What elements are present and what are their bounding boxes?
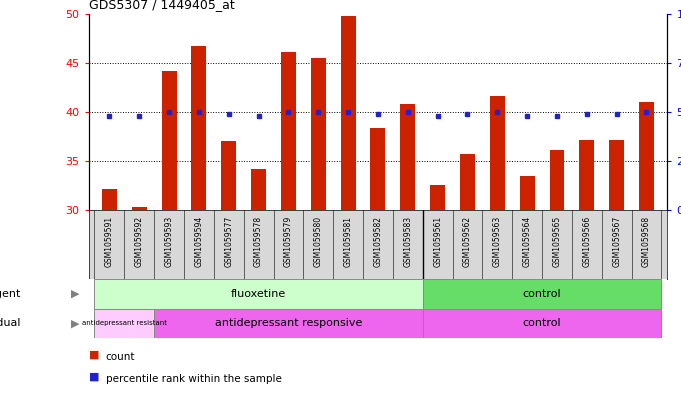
- Text: GSM1059567: GSM1059567: [612, 216, 621, 267]
- Bar: [609, 140, 624, 210]
- Bar: [154, 309, 423, 338]
- Text: percentile rank within the sample: percentile rank within the sample: [106, 374, 281, 384]
- Bar: [400, 104, 415, 210]
- Text: GSM1059592: GSM1059592: [135, 216, 144, 267]
- Bar: [102, 189, 117, 210]
- Text: ■: ■: [89, 349, 99, 359]
- Text: control: control: [523, 318, 561, 328]
- Text: GSM1059562: GSM1059562: [463, 216, 472, 267]
- Bar: [221, 141, 236, 210]
- Text: GSM1059581: GSM1059581: [344, 216, 353, 267]
- Text: GSM1059577: GSM1059577: [224, 216, 234, 267]
- Bar: [132, 207, 146, 210]
- Text: GSM1059582: GSM1059582: [373, 216, 383, 267]
- Text: GSM1059564: GSM1059564: [522, 216, 532, 267]
- Text: GDS5307 / 1449405_at: GDS5307 / 1449405_at: [89, 0, 234, 11]
- Text: GSM1059583: GSM1059583: [403, 216, 412, 267]
- Bar: [423, 309, 661, 338]
- Text: GSM1059591: GSM1059591: [105, 216, 114, 267]
- Bar: [191, 46, 206, 210]
- Text: antidepressant resistant: antidepressant resistant: [82, 320, 167, 326]
- Bar: [95, 309, 154, 338]
- Text: GSM1059579: GSM1059579: [284, 216, 293, 267]
- Text: GSM1059563: GSM1059563: [493, 216, 502, 267]
- Text: agent: agent: [0, 289, 20, 299]
- Text: ▶: ▶: [71, 318, 79, 328]
- Text: GSM1059566: GSM1059566: [582, 216, 591, 267]
- Text: antidepressant responsive: antidepressant responsive: [215, 318, 362, 328]
- Bar: [639, 102, 654, 210]
- Bar: [580, 140, 595, 210]
- Bar: [490, 96, 505, 210]
- Text: ▶: ▶: [71, 289, 79, 299]
- Bar: [520, 176, 535, 210]
- Text: control: control: [523, 289, 561, 299]
- Bar: [95, 279, 423, 309]
- Text: GSM1059580: GSM1059580: [314, 216, 323, 267]
- Bar: [370, 128, 385, 210]
- Text: GSM1059568: GSM1059568: [642, 216, 651, 267]
- Bar: [251, 169, 266, 210]
- Bar: [460, 154, 475, 210]
- Bar: [161, 71, 176, 210]
- Bar: [550, 150, 565, 210]
- Text: GSM1059594: GSM1059594: [195, 216, 204, 267]
- Text: GSM1059593: GSM1059593: [165, 216, 174, 267]
- Bar: [430, 185, 445, 210]
- Bar: [340, 16, 355, 210]
- Text: fluoxetine: fluoxetine: [231, 289, 286, 299]
- Text: GSM1059565: GSM1059565: [552, 216, 561, 267]
- Bar: [281, 52, 296, 210]
- Text: GSM1059578: GSM1059578: [254, 216, 263, 267]
- Text: individual: individual: [0, 318, 20, 328]
- Bar: [423, 279, 661, 309]
- Bar: [311, 58, 326, 210]
- Text: ■: ■: [89, 371, 99, 381]
- Text: GSM1059561: GSM1059561: [433, 216, 442, 267]
- Text: count: count: [106, 352, 135, 362]
